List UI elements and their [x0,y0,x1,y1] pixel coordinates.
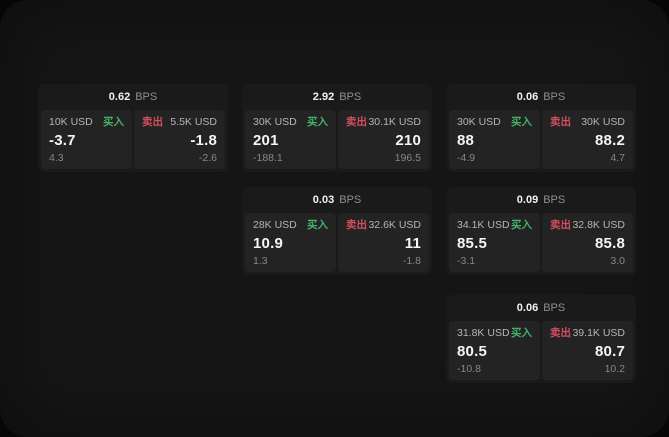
bps-unit-label: BPS [339,194,362,206]
sell-panel[interactable]: 卖出 30.1K USD 210 196.5 [338,110,429,169]
bps-value: 0.09 [516,194,539,206]
card-header: 0.06 BPS [446,295,636,321]
buy-panel[interactable]: 28K USD 买入 10.9 1.3 [245,213,336,272]
buy-panel[interactable]: 10K USD 买入 -3.7 4.3 [41,110,132,169]
sell-delta: 3.0 [610,255,625,267]
buy-price: 88 [457,131,475,149]
buy-size: 30K USD [457,116,501,128]
buy-size: 10K USD [49,116,93,128]
buy-size: 30K USD [253,116,297,128]
buy-price: 85.5 [457,234,487,252]
buy-price: 201 [253,131,279,149]
buy-panel[interactable]: 34.1K USD 买入 85.5 -3.1 [449,213,540,272]
buy-panel[interactable]: 30K USD 买入 201 -188.1 [245,110,336,169]
buy-size: 34.1K USD [457,219,510,231]
sell-side-label: 卖出 [346,219,367,231]
buy-delta: -188.1 [253,152,283,164]
quote-card: 2.92 BPS 30K USD 买入 201 -188.1 卖出 30.1K … [242,84,432,172]
sell-delta: 4.7 [610,152,625,164]
buy-delta: -3.1 [457,255,476,267]
bps-unit-label: BPS [543,302,566,314]
card-body: 30K USD 买入 88 -4.9 卖出 30K USD 88.2 4.7 [446,110,636,172]
sell-side-label: 卖出 [550,219,571,231]
bps-unit-label: BPS [543,91,566,103]
card-header: 2.92 BPS [242,84,432,110]
sell-price: -1.8 [190,131,217,149]
sell-delta: -2.6 [198,152,217,164]
sell-size: 30K USD [581,116,625,128]
sell-price: 88.2 [595,131,625,149]
quote-card: 0.09 BPS 34.1K USD 买入 85.5 -3.1 卖出 32.8K… [446,187,636,275]
card-body: 28K USD 买入 10.9 1.3 卖出 32.6K USD 11 -1.8 [242,213,432,275]
sell-price: 210 [395,131,421,149]
bps-unit-label: BPS [543,194,566,206]
sell-price: 80.7 [595,342,625,360]
sell-size: 39.1K USD [572,327,625,339]
quote-card: 0.62 BPS 10K USD 买入 -3.7 4.3 卖出 5.5K USD… [38,84,228,172]
sell-price: 11 [404,234,421,252]
buy-panel[interactable]: 31.8K USD 买入 80.5 -10.8 [449,321,540,380]
buy-side-label: 买入 [307,219,328,231]
buy-delta: -10.8 [457,363,481,375]
sell-side-label: 卖出 [550,327,571,339]
sell-side-label: 卖出 [550,116,571,128]
sell-side-label: 卖出 [142,116,163,128]
sell-panel[interactable]: 卖出 39.1K USD 80.7 10.2 [542,321,633,380]
bps-unit-label: BPS [135,91,158,103]
bps-value: 0.62 [108,91,131,103]
quote-card: 0.06 BPS 30K USD 买入 88 -4.9 卖出 30K USD 8… [446,84,636,172]
sell-panel[interactable]: 卖出 32.8K USD 85.8 3.0 [542,213,633,272]
sell-panel[interactable]: 卖出 30K USD 88.2 4.7 [542,110,633,169]
sell-size: 32.6K USD [368,219,421,231]
bps-value: 2.92 [312,91,335,103]
buy-side-label: 买入 [511,327,532,339]
sell-side-label: 卖出 [346,116,367,128]
buy-side-label: 买入 [511,116,532,128]
buy-price: -3.7 [49,131,76,149]
sell-panel[interactable]: 卖出 5.5K USD -1.8 -2.6 [134,110,225,169]
sell-panel[interactable]: 卖出 32.6K USD 11 -1.8 [338,213,429,272]
card-body: 30K USD 买入 201 -188.1 卖出 30.1K USD 210 1… [242,110,432,172]
buy-delta: -4.9 [457,152,476,164]
card-header: 0.62 BPS [38,84,228,110]
buy-side-label: 买入 [511,219,532,231]
bps-unit-label: BPS [339,91,362,103]
card-body: 31.8K USD 买入 80.5 -10.8 卖出 39.1K USD 80.… [446,321,636,383]
buy-panel[interactable]: 30K USD 买入 88 -4.9 [449,110,540,169]
sell-delta: 196.5 [394,152,421,164]
buy-price: 10.9 [253,234,283,252]
buy-size: 31.8K USD [457,327,510,339]
sell-size: 5.5K USD [170,116,217,128]
sell-delta: 10.2 [604,363,625,375]
card-header: 0.06 BPS [446,84,636,110]
card-body: 10K USD 买入 -3.7 4.3 卖出 5.5K USD -1.8 -2.… [38,110,228,172]
buy-size: 28K USD [253,219,297,231]
buy-delta: 1.3 [253,255,268,267]
sell-price: 85.8 [595,234,625,252]
card-header: 0.09 BPS [446,187,636,213]
sell-size: 30.1K USD [368,116,421,128]
sell-delta: -1.8 [402,255,421,267]
quote-card: 0.06 BPS 31.8K USD 买入 80.5 -10.8 卖出 39.1… [446,295,636,383]
card-header: 0.03 BPS [242,187,432,213]
buy-delta: 4.3 [49,152,64,164]
bps-value: 0.03 [312,194,335,206]
buy-side-label: 买入 [103,116,124,128]
sell-size: 32.8K USD [572,219,625,231]
bps-value: 0.06 [516,302,539,314]
buy-price: 80.5 [457,342,487,360]
quote-card: 0.03 BPS 28K USD 买入 10.9 1.3 卖出 32.6K US… [242,187,432,275]
buy-side-label: 买入 [307,116,328,128]
card-body: 34.1K USD 买入 85.5 -3.1 卖出 32.8K USD 85.8… [446,213,636,275]
bps-value: 0.06 [516,91,539,103]
